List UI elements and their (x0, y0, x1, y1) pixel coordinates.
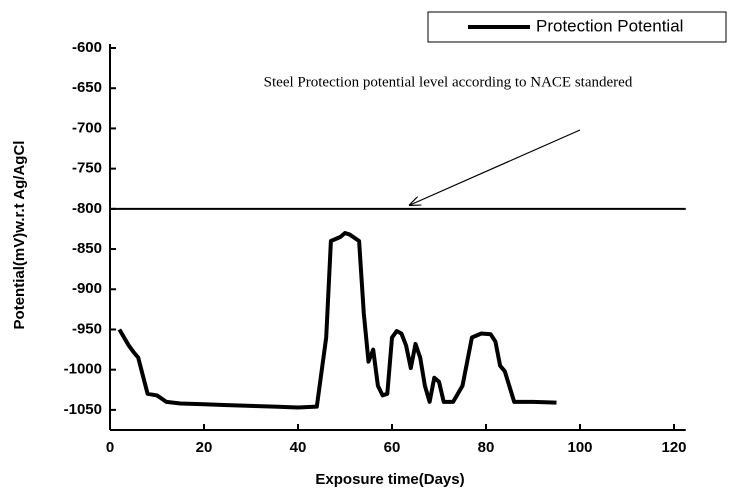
y-tick-label: -1050 (64, 401, 102, 418)
y-tick-label: -950 (72, 320, 102, 337)
y-axis-label: Potential(mV)w.r.t Ag/AgCl (11, 141, 28, 330)
annotation-arrow (410, 129, 581, 205)
y-tick-label: -600 (72, 39, 102, 56)
data-line (117, 230, 557, 410)
y-tick-label: -1000 (64, 361, 102, 378)
x-tick-label: 100 (567, 439, 592, 456)
y-tick-label: -750 (72, 160, 102, 177)
y-tick-label: -650 (72, 79, 102, 96)
legend-label: Protection Potential (536, 16, 683, 35)
x-tick-label: 20 (196, 439, 213, 456)
y-tick-label: -900 (72, 280, 102, 297)
x-tick-label: 80 (478, 439, 495, 456)
y-tick-label: -850 (72, 240, 102, 257)
x-tick-label: 120 (661, 439, 686, 456)
x-tick-label: 0 (106, 439, 114, 456)
y-tick-label: -800 (72, 200, 102, 217)
x-tick-label: 60 (384, 439, 401, 456)
annotation: Steel Protection potential level accordi… (264, 74, 633, 90)
x-axis-label: Exposure time(Days) (315, 471, 464, 488)
x-tick-label: 40 (290, 439, 307, 456)
y-tick-label: -700 (72, 119, 102, 136)
